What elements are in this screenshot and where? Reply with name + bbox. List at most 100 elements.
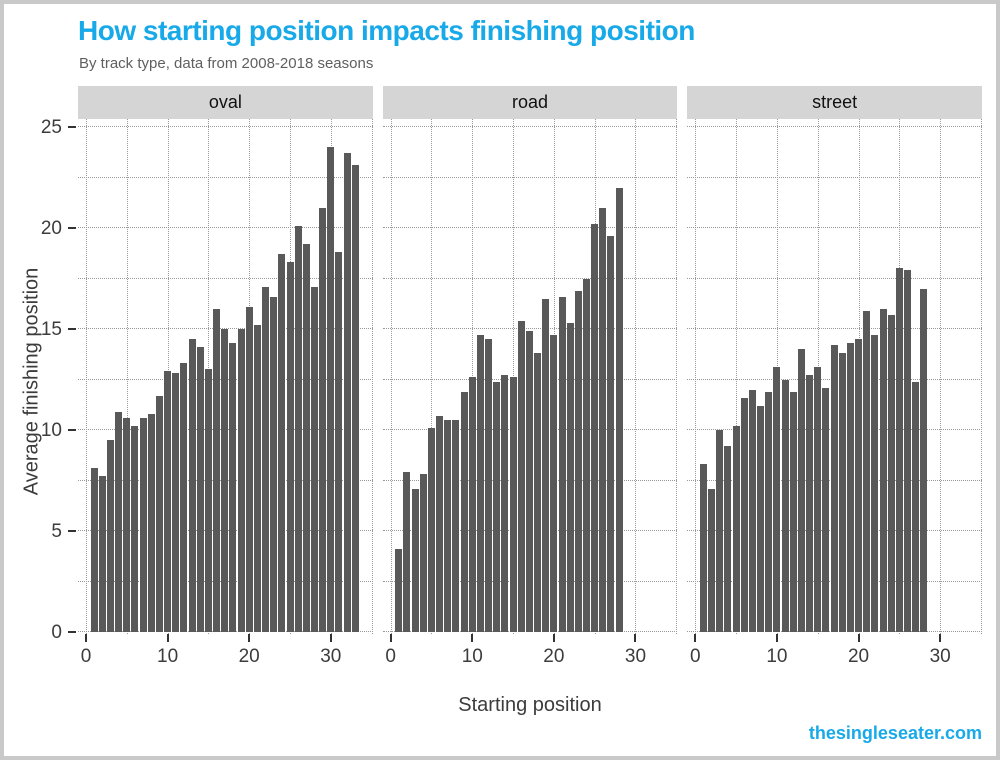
bar <box>343 153 351 632</box>
bar <box>395 549 403 632</box>
h-gridline <box>382 227 678 228</box>
x-axis-ticks: 0 10 20 30 <box>687 634 982 676</box>
bar <box>419 474 427 632</box>
x-tick-mark <box>552 634 555 642</box>
x-axis-ticks: 0 10 20 30 <box>78 634 373 676</box>
x-tick-label: 30 <box>929 646 951 667</box>
y-tick-label: 20 <box>40 218 62 239</box>
bar <box>700 464 707 632</box>
bar <box>501 375 509 632</box>
h-gridline <box>382 277 678 279</box>
x-tick-mark <box>694 634 697 642</box>
bar <box>270 296 278 632</box>
bar <box>574 290 582 632</box>
bar <box>765 391 773 632</box>
x-tick-mark <box>939 634 942 642</box>
v-gridline <box>513 119 515 634</box>
bar <box>262 286 270 632</box>
page-subtitle: By track type, data from 2008-2018 seaso… <box>79 55 374 72</box>
bar <box>904 270 911 632</box>
h-gridline <box>687 126 983 127</box>
bar <box>319 207 327 632</box>
bar <box>123 417 131 632</box>
bar <box>806 375 814 632</box>
x-tick-label: 20 <box>238 646 260 667</box>
h-gridline <box>382 328 678 329</box>
h-gridline <box>78 176 373 178</box>
y-tick-label: 5 <box>51 521 62 542</box>
bar <box>517 320 525 632</box>
bar <box>583 278 590 632</box>
footer-site-link[interactable]: thesingleseater.com <box>808 723 982 743</box>
page-title: How starting position impacts finishing … <box>78 15 695 46</box>
bar <box>139 417 147 632</box>
bar <box>286 262 294 632</box>
h-gridline <box>382 126 678 127</box>
bar <box>740 397 748 632</box>
bar <box>716 430 724 632</box>
y-tick-label: 25 <box>40 117 62 138</box>
bar <box>814 367 822 632</box>
x-tick-mark <box>775 634 778 642</box>
v-gridline <box>695 119 697 634</box>
bar <box>294 225 302 632</box>
v-gridline <box>676 119 678 634</box>
h-gridline <box>78 328 373 329</box>
x-tick-mark <box>85 634 87 642</box>
bar <box>525 331 533 632</box>
bar <box>542 298 550 632</box>
bar <box>591 223 599 632</box>
x-tick-mark <box>471 634 474 642</box>
bar <box>468 377 476 632</box>
v-gridline <box>736 119 738 634</box>
bar <box>188 339 196 632</box>
x-tick-label: 10 <box>461 646 483 667</box>
bar <box>164 371 172 632</box>
x-tick-label: 0 <box>80 646 92 667</box>
x-tick-label: 30 <box>320 646 342 667</box>
v-gridline <box>86 119 87 634</box>
plot-area <box>382 119 678 634</box>
bar <box>180 363 188 632</box>
bar <box>444 419 452 632</box>
bar <box>351 165 359 632</box>
bar <box>781 379 789 632</box>
bar <box>732 425 740 632</box>
h-gridline <box>78 126 373 127</box>
bar <box>172 373 180 632</box>
bar <box>335 252 343 632</box>
h-gridline <box>687 227 983 228</box>
v-gridline <box>431 119 433 634</box>
bar <box>887 314 895 632</box>
h-gridline <box>78 227 373 228</box>
bar <box>607 236 615 632</box>
bar <box>302 244 310 632</box>
y-tick-mark <box>68 227 76 229</box>
x-tick-mark <box>634 634 637 642</box>
bar <box>436 415 444 632</box>
bar <box>838 353 846 632</box>
x-tick-label: 0 <box>385 646 396 667</box>
y-axis-title: Average finishing position <box>20 267 43 496</box>
bar <box>855 339 863 632</box>
y-tick-label: 0 <box>51 622 62 643</box>
bar <box>245 306 253 632</box>
h-gridline <box>687 176 983 178</box>
facet-strip: oval <box>78 86 373 119</box>
bar <box>493 381 501 632</box>
bar <box>460 391 468 632</box>
plot-area <box>687 119 983 634</box>
bar <box>131 425 139 632</box>
bar <box>106 440 114 632</box>
x-tick-mark <box>329 634 332 642</box>
facet-strip: street <box>687 86 983 119</box>
bar <box>724 446 732 632</box>
bar <box>863 310 871 632</box>
bar <box>912 381 920 632</box>
bar <box>452 419 460 632</box>
y-tick-mark <box>68 328 76 330</box>
bar <box>830 345 838 632</box>
v-gridline <box>472 119 474 634</box>
facet-strip-label: road <box>511 92 549 112</box>
